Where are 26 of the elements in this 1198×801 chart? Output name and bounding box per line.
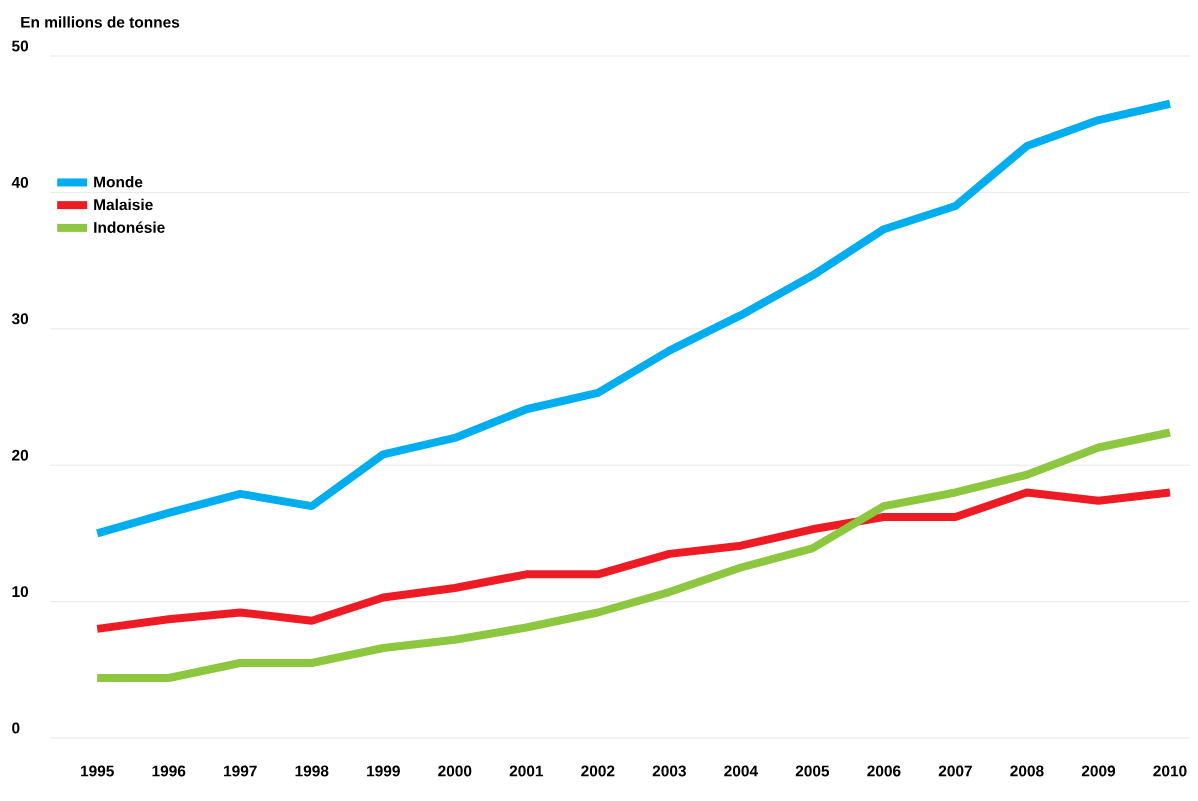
x-tick-label: 2005 [795,765,830,777]
legend-label: Monde [94,176,143,188]
x-tick-label: 2002 [581,765,615,777]
legend-label: Indonésie [94,221,165,233]
y-tick-label: 0 [12,722,20,734]
legend-label: Malaisie [94,198,153,211]
x-tick-label: 1997 [224,765,257,777]
y-tick-label: 10 [12,586,29,598]
x-tick-label: 2008 [1010,765,1044,777]
y-tick-label: 20 [12,449,29,461]
x-tick-label: 1998 [295,765,329,777]
x-tick-label: 2004 [724,765,758,777]
x-tick-label: 2006 [867,765,901,777]
x-tick-label: 1995 [80,765,114,777]
x-tick-label: 2009 [1081,765,1116,777]
y-tick-label: 30 [11,313,29,325]
x-tick-label: 2000 [438,765,472,777]
x-tick-label: 2001 [509,765,544,777]
x-tick-label: 1996 [152,765,186,777]
y-axis-title: En millions de tonnes [21,16,180,28]
y-tick-label: 50 [11,40,29,52]
x-tick-label: 2007 [938,765,972,777]
x-tick-label: 2010 [1153,765,1187,777]
y-tick-label: 40 [11,176,29,188]
x-tick-label: 2003 [652,765,686,777]
x-tick-label: 1999 [367,765,400,777]
